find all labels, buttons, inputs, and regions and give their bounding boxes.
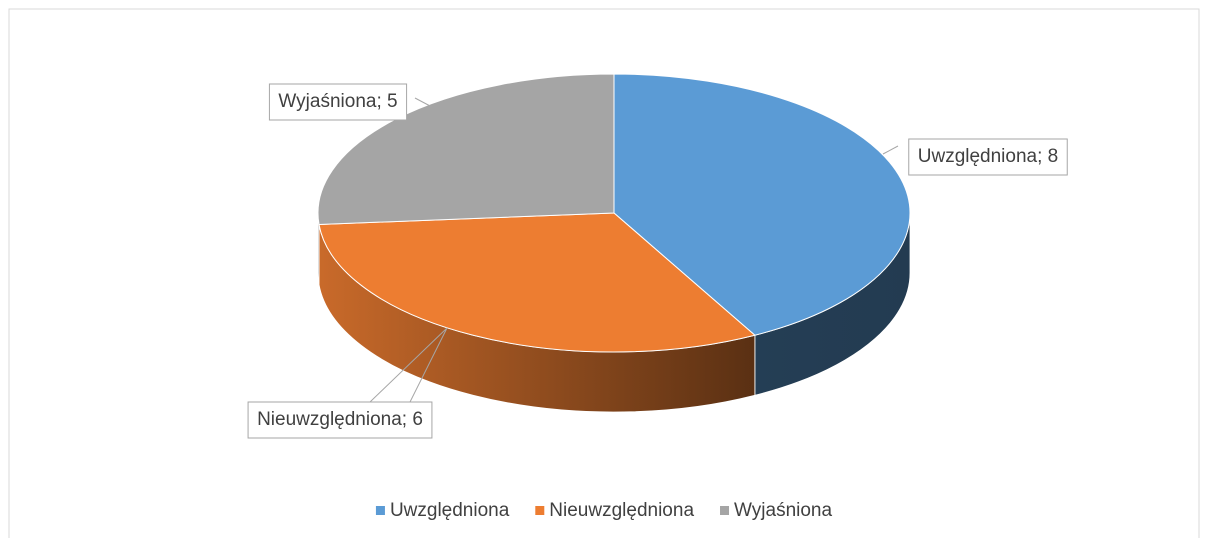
slice <box>613 73 911 336</box>
legend-swatch <box>720 506 730 515</box>
data-label-box <box>247 401 433 439</box>
data-label: Nieuwzględniona; 6 <box>257 409 423 430</box>
data-label-box <box>908 138 1068 176</box>
legend-label: Wyjaśniona <box>734 500 832 521</box>
leader-line <box>882 145 899 155</box>
legend-swatch <box>375 506 385 515</box>
legend-label: Nieuwzględniona <box>549 500 694 521</box>
data-label: Wyjaśniona; 5 <box>278 91 397 112</box>
leader-line <box>414 97 433 108</box>
data-label-box <box>268 83 408 121</box>
legend-label: Uwzględniona <box>390 500 510 521</box>
data-label: Uwzględniona; 8 <box>918 146 1058 167</box>
slice <box>318 212 756 353</box>
legend-swatch <box>535 506 545 515</box>
